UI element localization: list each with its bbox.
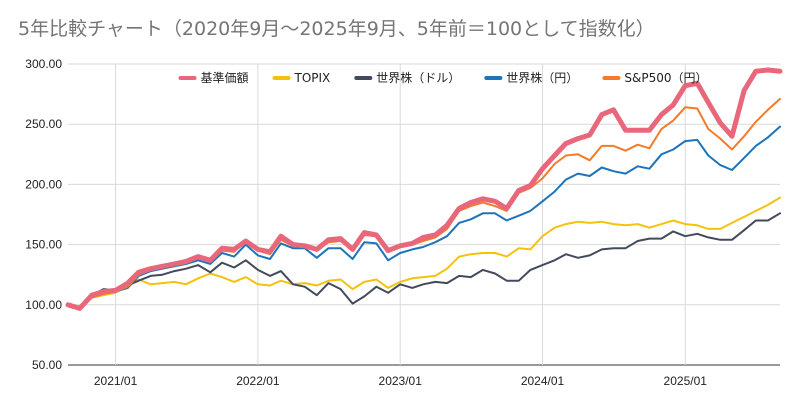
series-line-0 bbox=[65, 67, 783, 311]
y-tick-label: 50.00 bbox=[32, 358, 62, 372]
x-tick-label: 2021/01 bbox=[94, 374, 138, 388]
y-tick-label: 100.00 bbox=[25, 298, 62, 312]
legend-label: 世界株（ドル） bbox=[376, 70, 460, 85]
legend-label: 基準価額 bbox=[201, 70, 249, 85]
grid-layer bbox=[68, 63, 780, 366]
series-layer bbox=[65, 67, 783, 311]
y-tick-label: 250.00 bbox=[25, 117, 62, 131]
legend-label: 世界株（円） bbox=[506, 70, 578, 85]
x-tick-label: 2023/01 bbox=[379, 374, 423, 388]
y-tick-label: 300.00 bbox=[25, 57, 62, 71]
series-line-2 bbox=[67, 212, 781, 310]
y-tick-label: 150.00 bbox=[25, 238, 62, 252]
series-line-1 bbox=[67, 196, 781, 310]
chart-title: 5年比較チャート（2020年9月〜2025年9月、5年前＝100として指数化） bbox=[18, 18, 655, 40]
x-tick-label: 2024/01 bbox=[521, 374, 565, 388]
legend-item-3: 世界株（円） bbox=[484, 70, 578, 85]
legend-label: S&P500（円） bbox=[624, 71, 707, 85]
legend-item-0: 基準価額 bbox=[178, 70, 249, 85]
x-tick-label: 2022/01 bbox=[236, 374, 280, 388]
axis-layer: 50.00 100.00 150.00 200.00 250.00 300.00 2021/… bbox=[25, 57, 707, 388]
legend-label: TOPIX bbox=[294, 71, 331, 85]
legend-item-4: S&P500（円） bbox=[602, 71, 708, 85]
legend-item-2: 世界株（ドル） bbox=[354, 70, 460, 85]
y-tick-label: 200.00 bbox=[25, 177, 62, 191]
x-tick-label: 2025/01 bbox=[664, 374, 708, 388]
legend-layer: 基準価額 TOPIX 世界株（ドル） 世界株（円） S&P500（円） bbox=[178, 70, 708, 85]
legend-item-1: TOPIX bbox=[272, 71, 331, 85]
